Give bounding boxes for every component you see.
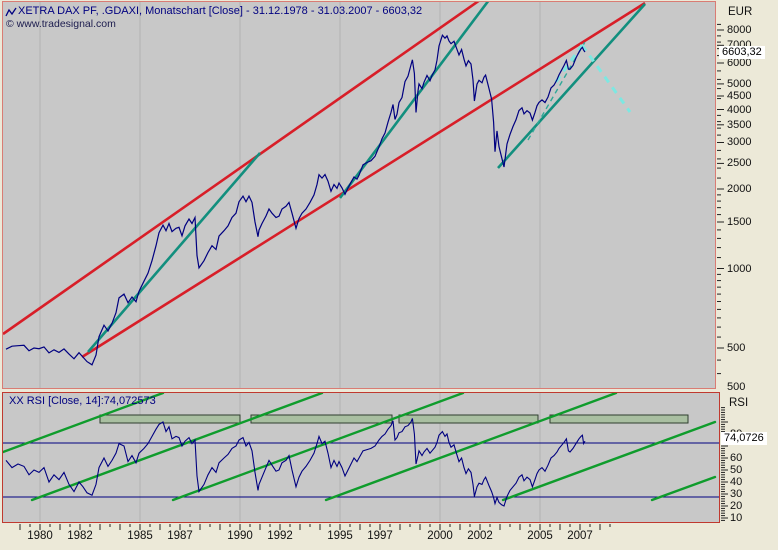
rsi-tick-label-60: 60 bbox=[730, 452, 743, 464]
year-label-1995: 1995 bbox=[327, 530, 353, 542]
year-label-1982: 1982 bbox=[67, 530, 93, 542]
price-bottom-edge-label: 500 bbox=[727, 381, 746, 391]
rsi-tick-label-10: 10 bbox=[730, 512, 743, 524]
current-rsi-badge: 74,0726 bbox=[721, 432, 767, 445]
price-tick-label-2000: 2000 bbox=[727, 183, 752, 195]
line-chart-icon bbox=[5, 7, 17, 17]
price-tick-label-5000: 5000 bbox=[727, 77, 752, 90]
rsi-tick-label-20: 20 bbox=[730, 500, 743, 512]
rsi-indicator-panel[interactable] bbox=[2, 392, 720, 523]
price-tick-label-3000: 3000 bbox=[727, 136, 752, 149]
rsi-tick-label-50: 50 bbox=[730, 464, 743, 476]
rsi-indicator-title: XX RSI [Close, 14]:74,072573 bbox=[9, 395, 156, 407]
price-chart-panel[interactable] bbox=[2, 1, 716, 389]
year-label-1992: 1992 bbox=[267, 530, 293, 542]
price-tick-label-3500: 3500 bbox=[727, 118, 752, 131]
price-axis-unit-label: EUR bbox=[728, 6, 753, 18]
rsi-tick-label-40: 40 bbox=[730, 476, 743, 488]
year-label-1990: 1990 bbox=[227, 530, 253, 542]
year-label-2000: 2000 bbox=[427, 530, 453, 542]
price-tick-label-500: 500 bbox=[727, 342, 746, 354]
year-label-1987: 1987 bbox=[167, 530, 193, 542]
rsi-value-axis[interactable]: RSI 80605040302010 74,0726 bbox=[721, 392, 778, 550]
time-axis[interactable]: 1980 1982 1985 1987 1990 1992 1995 1997 2000 2002… bbox=[0, 524, 778, 550]
year-label-1985: 1985 bbox=[127, 530, 153, 542]
year-label-1997: 1997 bbox=[367, 530, 393, 542]
price-tick-label-1500: 1500 bbox=[727, 215, 752, 228]
chart-title: XETRA DAX PF, .GDAXI, Monatschart [Close… bbox=[18, 5, 423, 17]
price-tick-label-6000: 6000 bbox=[727, 56, 752, 69]
price-tick-label-4500: 4500 bbox=[727, 89, 752, 102]
price-tick-label-8000: 8000 bbox=[727, 24, 752, 36]
price-value-axis[interactable]: EUR 800070006000500045004000350030002500… bbox=[717, 0, 778, 391]
year-label-2005: 2005 bbox=[527, 530, 553, 542]
year-label-1980: 1980 bbox=[27, 530, 53, 542]
copyright-notice: © www.tradesignal.com bbox=[6, 18, 116, 30]
price-tick-label-1000: 1000 bbox=[727, 262, 752, 275]
year-label-2007: 2007 bbox=[567, 530, 593, 542]
year-label-2002: 2002 bbox=[467, 530, 493, 542]
price-tick-label-2500: 2500 bbox=[727, 157, 752, 170]
current-price-badge: 6603,32 bbox=[719, 46, 765, 59]
rsi-tick-label-30: 30 bbox=[730, 488, 743, 500]
rsi-axis-unit-label: RSI bbox=[729, 397, 749, 409]
price-tick-label-4000: 4000 bbox=[727, 103, 752, 116]
